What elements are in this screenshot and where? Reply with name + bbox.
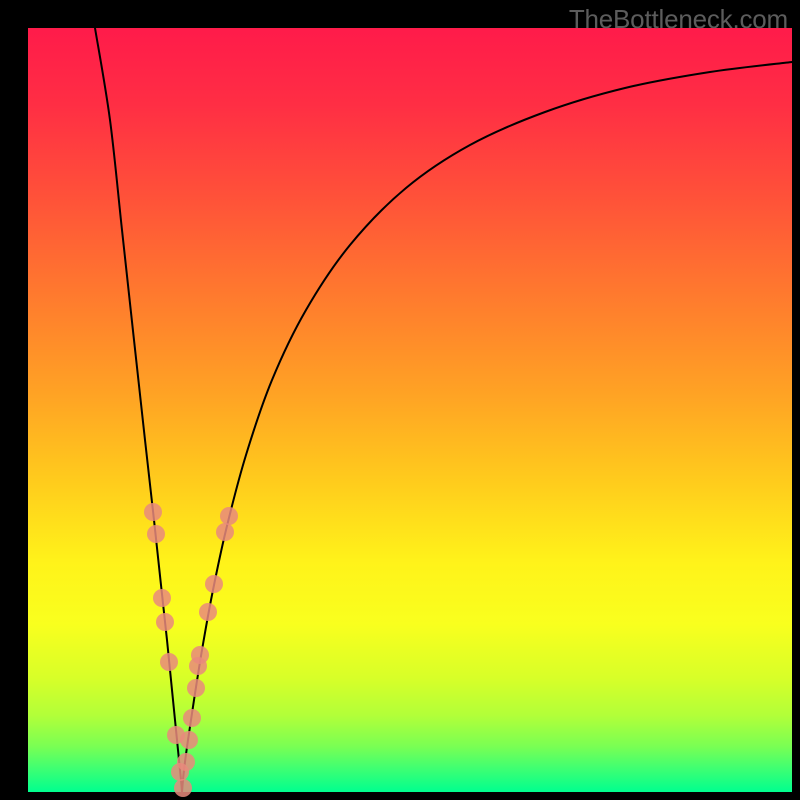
data-point — [180, 731, 198, 749]
chart-container: TheBottleneck.com — [0, 0, 800, 800]
watermark: TheBottleneck.com — [569, 4, 788, 35]
data-point — [156, 613, 174, 631]
data-point — [174, 779, 192, 797]
data-points — [28, 28, 792, 792]
data-point — [191, 646, 209, 664]
data-point — [205, 575, 223, 593]
data-point — [216, 523, 234, 541]
data-point — [187, 679, 205, 697]
data-point — [220, 507, 238, 525]
plot-area — [28, 28, 792, 792]
data-point — [153, 589, 171, 607]
data-point — [199, 603, 217, 621]
data-point — [177, 753, 195, 771]
data-point — [160, 653, 178, 671]
data-point — [144, 503, 162, 521]
data-point — [147, 525, 165, 543]
data-point — [183, 709, 201, 727]
